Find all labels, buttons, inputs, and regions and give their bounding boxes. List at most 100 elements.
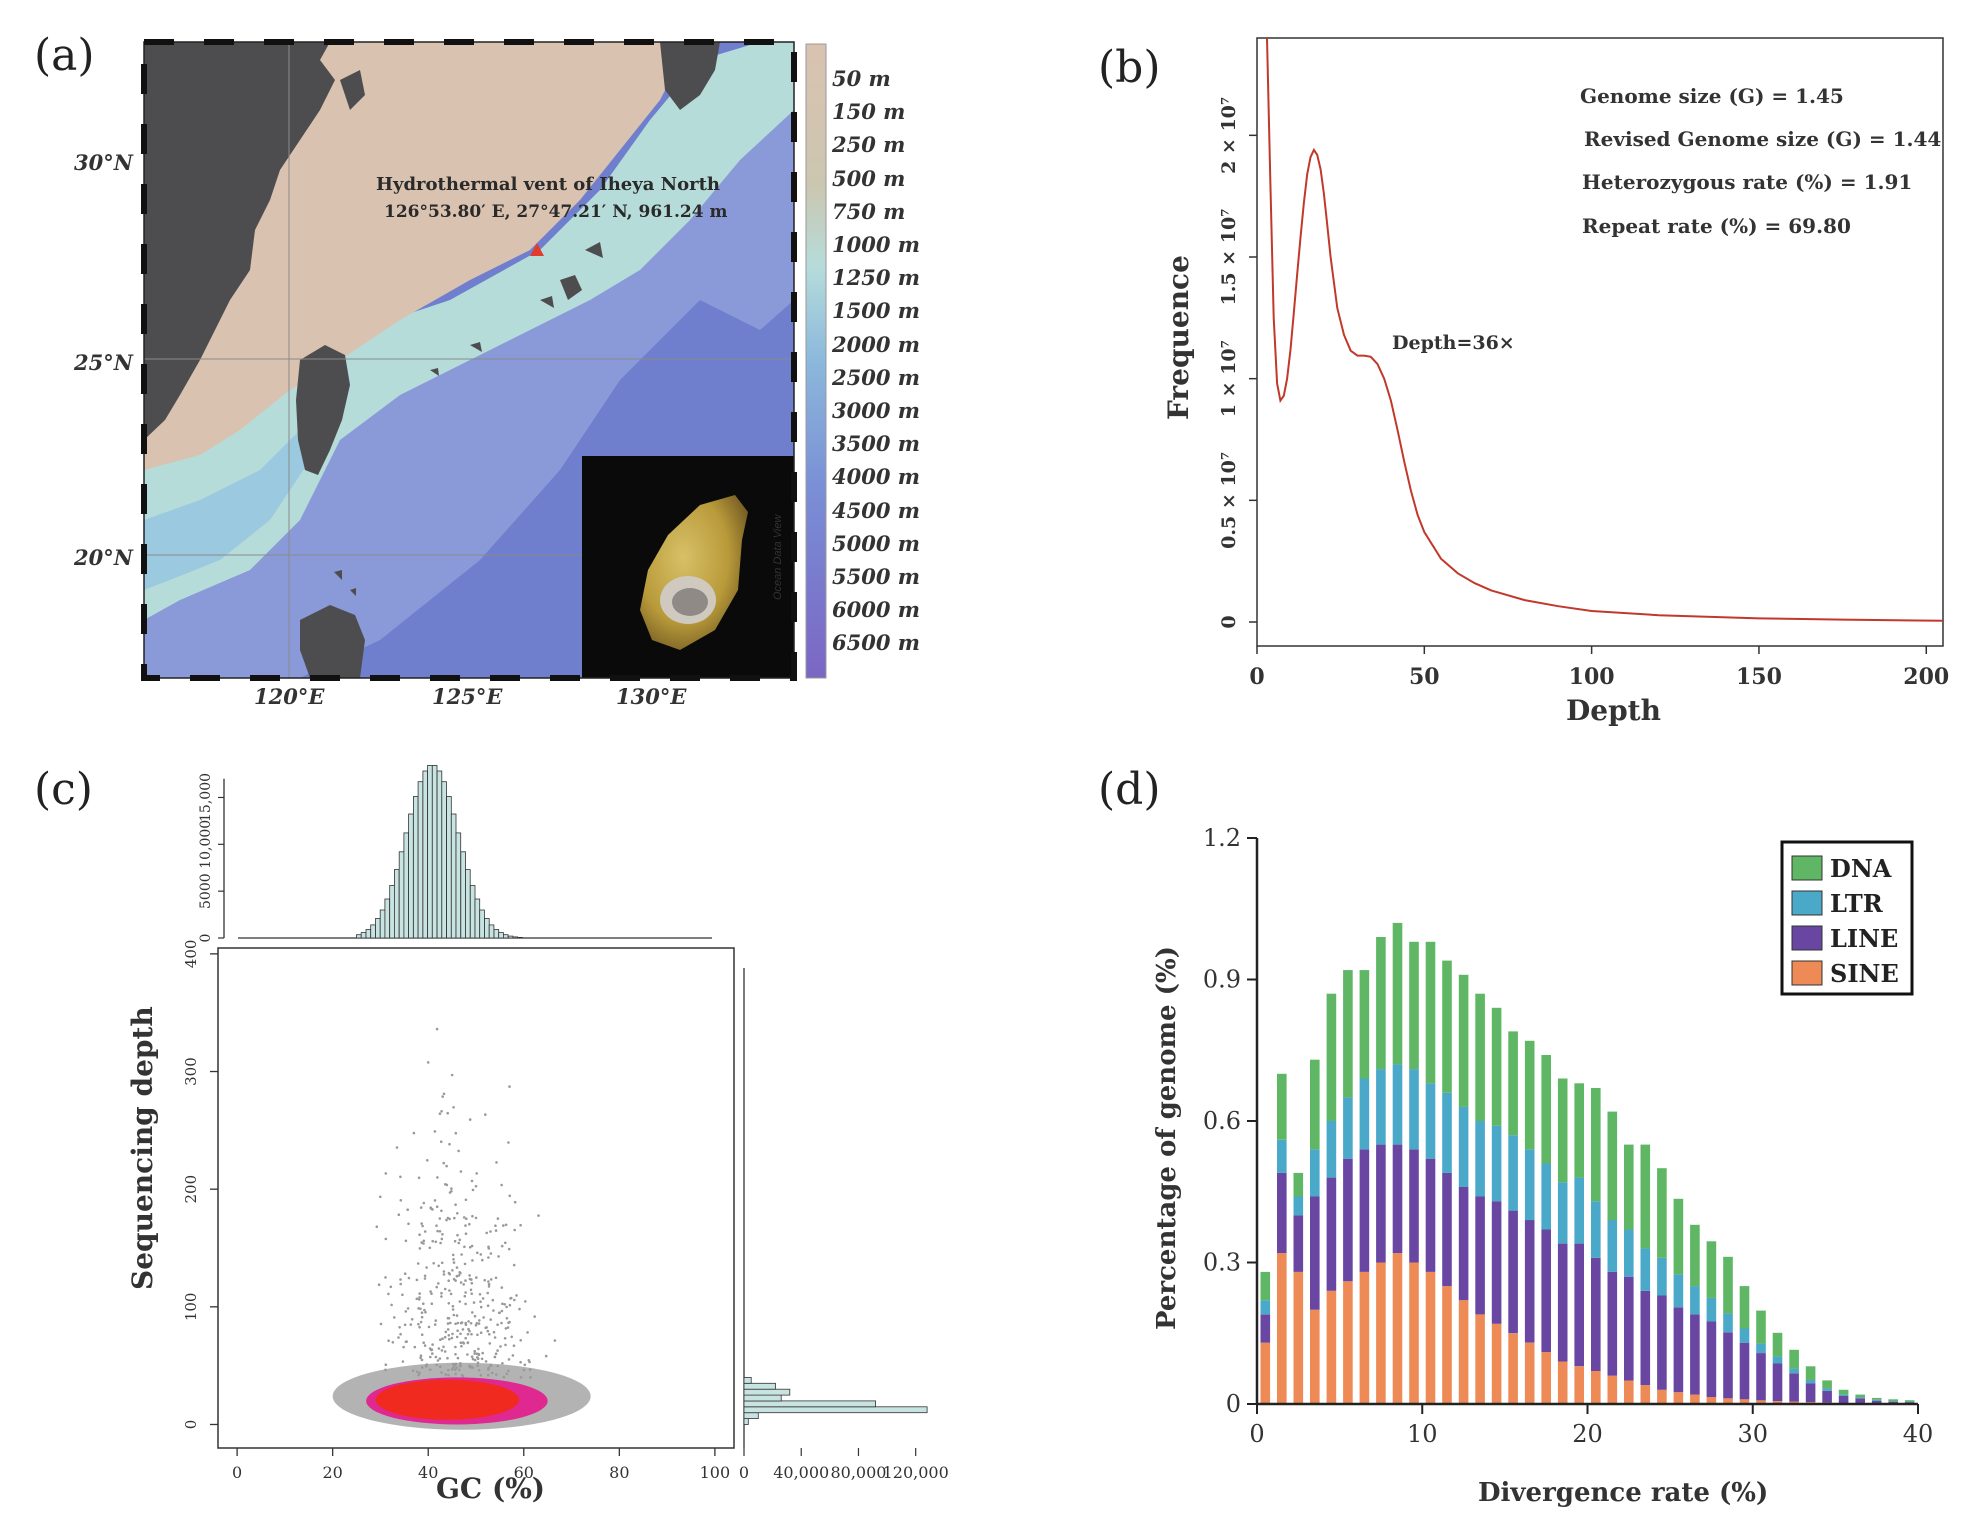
scatter-point (447, 1302, 451, 1305)
bar-line (1458, 1187, 1469, 1301)
bar-line (1739, 1342, 1750, 1400)
bar-dna (1425, 941, 1436, 1084)
bar-sine (1425, 1271, 1436, 1404)
scatter-point (508, 1303, 512, 1307)
y-tick-label: 2 × 10⁷ (1218, 97, 1240, 174)
scatter-point (489, 1230, 492, 1233)
bar-line (1557, 1243, 1568, 1362)
scatter-point (399, 1332, 402, 1336)
scatter-point (436, 1229, 439, 1233)
scatter-point (443, 1335, 447, 1339)
bar-ltr (1657, 1257, 1667, 1296)
scatter-point (487, 1256, 490, 1259)
scatter-point (507, 1369, 510, 1373)
scatter-point (502, 1224, 505, 1227)
scatter-point (430, 1302, 434, 1305)
scatter-point (519, 1360, 522, 1364)
scatter-point (526, 1331, 529, 1334)
scatter-point (430, 1292, 433, 1295)
scatter-point (423, 1344, 427, 1347)
scatter-point (440, 1110, 443, 1113)
vent-marker (530, 243, 544, 256)
chart-c-xlabel: GC (%) (436, 1472, 546, 1505)
scatter-point (477, 1353, 481, 1357)
bar-line (1326, 1177, 1337, 1291)
scatter-point (467, 1320, 470, 1323)
x-tick-label: 30 (1737, 1420, 1768, 1448)
top-hist-bar (398, 851, 405, 939)
scatter-point (515, 1294, 518, 1297)
bar-line (1442, 1172, 1452, 1287)
scatter-point (459, 1271, 462, 1275)
scatter-point (523, 1363, 527, 1367)
top-hist-bar (493, 929, 500, 939)
scatter-point (494, 1352, 498, 1355)
scatter-point (457, 1241, 461, 1245)
top-hist-bar (460, 851, 466, 939)
scatter-point (446, 1328, 450, 1331)
scatter-point (474, 1184, 478, 1188)
scatter-point (466, 1332, 470, 1336)
scatter-point (416, 1370, 419, 1374)
scatter-point (441, 1233, 444, 1236)
scatter-point (438, 1230, 442, 1233)
scatter-point (423, 1277, 427, 1280)
scatter-point (473, 1358, 477, 1362)
bar-sine (1293, 1271, 1304, 1404)
bar-line (1524, 1220, 1535, 1343)
scatter-point (403, 1323, 407, 1327)
bar-dna (1789, 1349, 1799, 1369)
scatter-point (431, 1352, 434, 1355)
scatter-point (504, 1223, 508, 1227)
scatter-point (527, 1359, 531, 1362)
scatter-point (464, 1232, 468, 1235)
scatter-point (459, 1364, 462, 1367)
vent-title: Hydrothermal vent of Iheya North (376, 174, 720, 195)
top-hist-bar (393, 869, 400, 939)
scatter-point (420, 1358, 424, 1362)
right-hist-tick-label: 80,000 (830, 1463, 886, 1482)
scatter-point (441, 1337, 444, 1340)
y-tick-label: 1.5 × 10⁷ (1218, 209, 1240, 306)
scatter-point (463, 1245, 466, 1249)
scatter-point (423, 1308, 426, 1312)
scatter-point (460, 1344, 463, 1348)
bar-sine (1723, 1398, 1733, 1404)
legend-swatch-line (1791, 925, 1823, 951)
bar-line (1822, 1390, 1832, 1403)
scatter-point (426, 1061, 430, 1064)
scatter-point (454, 1345, 457, 1349)
bar-line (1657, 1295, 1667, 1390)
scatter-point (435, 1205, 439, 1208)
scatter-point (504, 1343, 507, 1347)
x-tick-label: 0 (232, 1463, 242, 1482)
y-tick-label: 0.9 (1203, 966, 1241, 994)
bar-dna (1574, 1083, 1584, 1178)
scatter-point (429, 1355, 432, 1359)
scatter-point (474, 1323, 478, 1327)
bar-sine (1657, 1389, 1667, 1404)
bar-dna (1723, 1256, 1733, 1314)
scatter-point (434, 1319, 438, 1322)
bar-sine (1458, 1300, 1469, 1404)
bar-dna (1376, 937, 1386, 1070)
scatter-point (406, 1307, 410, 1310)
bar-line (1425, 1158, 1436, 1272)
bar-ltr (1491, 1125, 1502, 1202)
bar-line (1260, 1314, 1271, 1343)
scatter-point (401, 1293, 404, 1297)
top-hist-bar (450, 813, 457, 939)
scatter-point (487, 1247, 491, 1250)
scatter-point (438, 1357, 442, 1360)
bar-ltr (1293, 1196, 1304, 1216)
scatter-point (434, 1355, 438, 1359)
scatter-point (461, 1341, 465, 1344)
scatter-point (489, 1252, 493, 1255)
bar-sine (1706, 1396, 1717, 1404)
bar-dna (1442, 960, 1452, 1093)
scatter-point (454, 1362, 458, 1366)
scatter-point (445, 1164, 448, 1168)
scatter-point (452, 1313, 456, 1317)
scatter-point (443, 1350, 447, 1353)
scatter-point (407, 1276, 411, 1280)
